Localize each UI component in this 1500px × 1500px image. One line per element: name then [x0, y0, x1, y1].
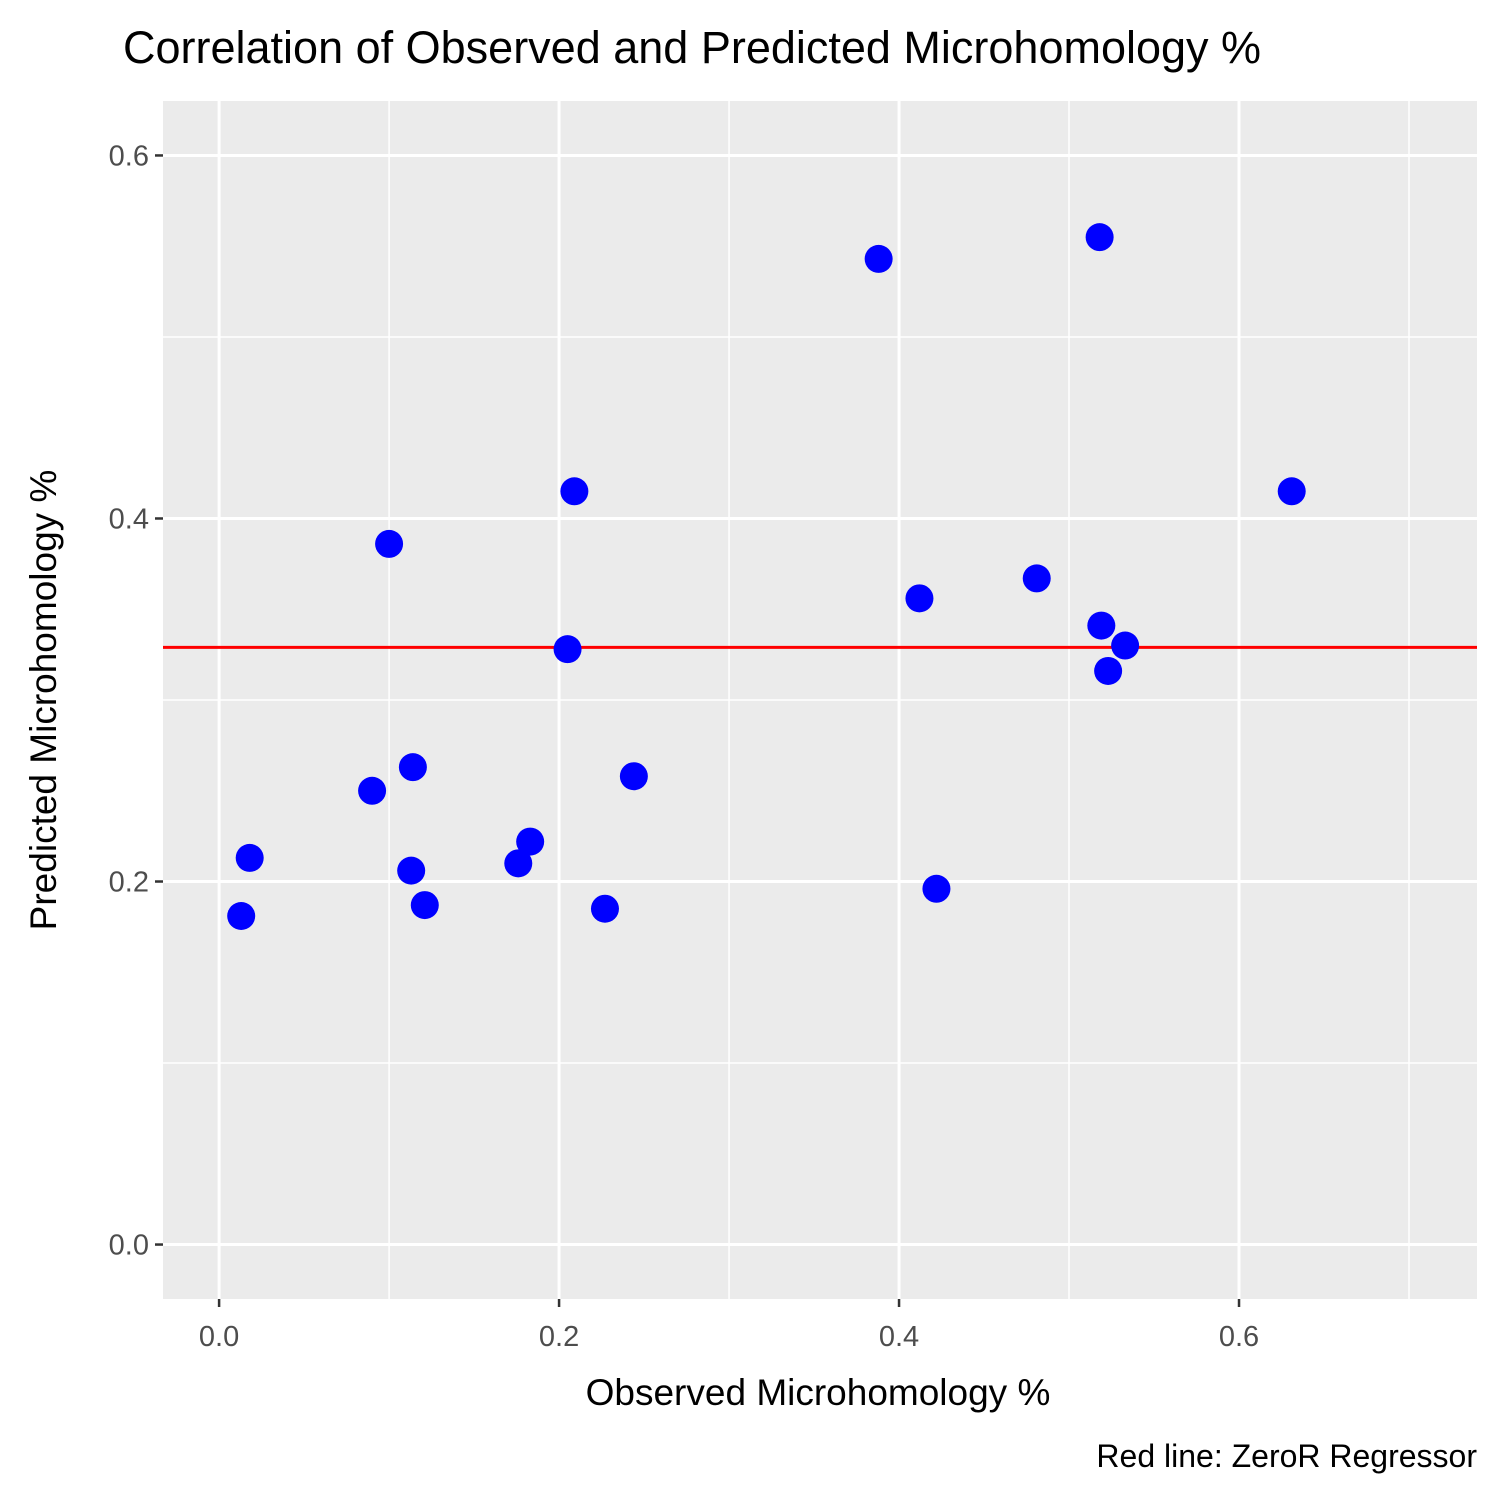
data-point: [1111, 631, 1140, 660]
data-point: [227, 902, 256, 931]
x-axis: 0.0 0.2 0.4 0.6: [199, 1299, 1259, 1353]
x-tick-label: 0.4: [879, 1321, 919, 1353]
data-point: [1085, 223, 1114, 252]
data-point: [398, 753, 427, 782]
minor-gridlines: [163, 101, 1477, 1299]
data-point: [560, 477, 589, 506]
data-point: [1094, 656, 1123, 685]
data-point: [516, 827, 545, 856]
y-tick-label: 0.0: [109, 1230, 149, 1262]
data-point: [410, 891, 439, 920]
data-point: [1277, 477, 1306, 506]
data-point: [553, 635, 582, 664]
y-tick-label: 0.6: [109, 140, 149, 172]
data-point: [864, 244, 893, 273]
y-tick-label: 0.2: [109, 867, 149, 899]
y-axis: 0.0 0.2 0.4 0.6: [109, 140, 163, 1262]
x-tick-label: 0.0: [199, 1321, 239, 1353]
y-tick-label: 0.4: [109, 503, 149, 535]
y-axis-title: Predicted Microhomology %: [23, 470, 64, 931]
data-point: [590, 894, 619, 923]
chart-title: Correlation of Observed and Predicted Mi…: [123, 22, 1261, 73]
data-point: [397, 856, 426, 885]
data-point: [1022, 564, 1051, 593]
data-point: [619, 762, 648, 791]
major-gridlines: [163, 101, 1477, 1299]
data-points: [227, 223, 1306, 931]
data-point: [504, 849, 533, 878]
x-axis-title: Observed Microhomology %: [586, 1372, 1051, 1413]
chart-caption: Red line: ZeroR Regressor: [1096, 1438, 1477, 1474]
x-tick-label: 0.2: [539, 1321, 579, 1353]
data-point: [375, 529, 404, 558]
data-point: [922, 874, 951, 903]
data-point: [358, 776, 387, 805]
x-tick-label: 0.6: [1219, 1321, 1259, 1353]
data-point: [905, 584, 934, 613]
data-point: [235, 843, 264, 872]
data-point: [1087, 611, 1116, 640]
